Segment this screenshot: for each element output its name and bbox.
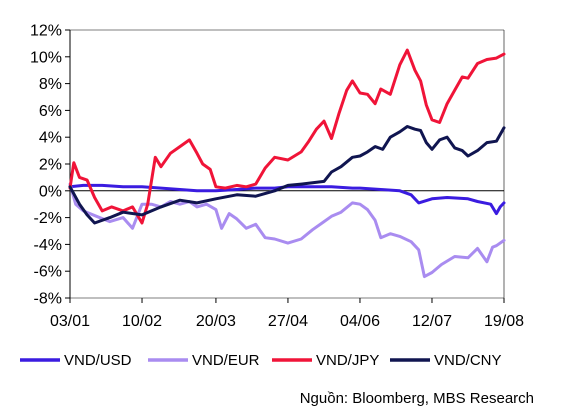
legend-label: VND/USD <box>64 352 132 369</box>
y-tick-label: 4% <box>39 130 62 147</box>
series-line-vnd-cny <box>68 125 506 225</box>
series-line-vnd-usd <box>68 183 506 216</box>
x-tick-label: 04/06 <box>340 313 380 330</box>
legend-label: VND/EUR <box>192 352 260 369</box>
x-tick-label: 19/08 <box>484 313 524 330</box>
series-line-vnd-eur <box>68 182 506 279</box>
y-tick-label: -8% <box>34 291 62 308</box>
x-tick-label: 12/07 <box>412 313 452 330</box>
legend-label: VND/CNY <box>434 352 502 369</box>
y-tick-label: -4% <box>34 237 62 254</box>
y-tick-label: 10% <box>30 49 62 66</box>
y-tick-label: 8% <box>39 76 62 93</box>
y-tick-label: -2% <box>34 210 62 227</box>
y-axis-ticks: 12% 10% 8% 6% 4% 2% 0% -2% -4% -6% -8% <box>30 23 70 308</box>
x-tick-label: 03/01 <box>50 313 90 330</box>
source-note: Nguồn: Bloomberg, MBS Research <box>300 390 534 407</box>
x-tick-label: 20/03 <box>196 313 236 330</box>
legend: VND/USD VND/EUR VND/JPY VND/CNY <box>20 352 502 369</box>
y-tick-label: 0% <box>39 183 62 200</box>
legend-label: VND/JPY <box>316 352 379 369</box>
x-axis-ticks: 03/01 10/02 20/03 27/04 04/06 12/07 19/08 <box>50 298 524 330</box>
y-tick-label: 12% <box>30 23 62 40</box>
series-line-vnd-jpy <box>68 48 506 225</box>
y-tick-label: -6% <box>34 264 62 281</box>
y-tick-label: 6% <box>39 103 62 120</box>
x-tick-label: 27/04 <box>268 313 308 330</box>
x-tick-label: 10/02 <box>122 313 162 330</box>
y-tick-label: 2% <box>39 157 62 174</box>
series-lines <box>68 48 506 279</box>
